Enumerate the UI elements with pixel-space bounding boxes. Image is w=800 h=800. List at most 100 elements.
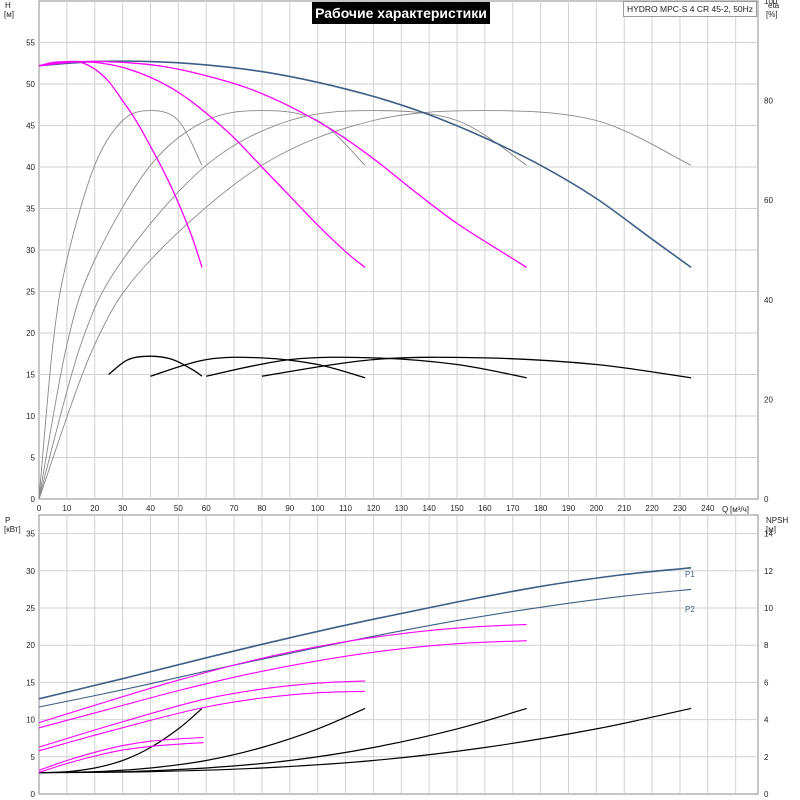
head-panel-y-right-tick: 60 (764, 196, 773, 205)
x-tick: 60 (202, 504, 211, 513)
power-panel-frame (38, 514, 759, 795)
power-axis-unit: [кВт] (4, 525, 21, 534)
power-curve (38, 736, 204, 771)
npsh-axis-unit: [м] (766, 525, 776, 534)
head-curve (38, 60, 203, 268)
power-curve (38, 690, 366, 752)
power-panel-y-left-tick: 5 (31, 753, 36, 762)
x-tick: 200 (590, 504, 604, 513)
head-panel-y-left-tick: 50 (26, 80, 35, 89)
npsh-axis-label: NPSH (766, 516, 788, 525)
head-panel-y-left-tick: 55 (26, 39, 35, 48)
power-curve (38, 742, 204, 773)
npsh-curve (38, 707, 203, 774)
x-tick: 220 (645, 504, 659, 513)
x-tick: 70 (230, 504, 239, 513)
power-panel-y-left-tick: 0 (31, 790, 36, 799)
x-tick: 240 (701, 504, 715, 513)
efficiency-band-curve (150, 356, 366, 379)
flow-axis-label: Q (722, 505, 728, 514)
x-tick: 120 (367, 504, 381, 513)
head-panel-y-left-tick: 25 (26, 288, 35, 297)
x-tick: 10 (62, 504, 71, 513)
efficiency-curve (38, 110, 692, 500)
efficiency-band-curve (261, 356, 692, 379)
power-curve (38, 640, 527, 729)
power-panel-y-right-tick: 10 (764, 604, 773, 613)
p1-power-curve (38, 567, 692, 700)
p2-series-label: P2 (685, 605, 695, 614)
power-axis-label: P (5, 516, 10, 525)
power-panel-y-left-tick: 10 (26, 716, 35, 725)
head-panel-y-left-tick: 30 (26, 246, 35, 255)
head-panel-y-left-tick: 15 (26, 371, 35, 380)
x-tick: 50 (174, 504, 183, 513)
p2-power-curve (38, 588, 692, 708)
power-panel-y-right-tick: 8 (764, 641, 769, 650)
x-tick: 150 (450, 504, 464, 513)
power-panel-y-right-tick: 2 (764, 753, 769, 762)
head-axis-label: H (5, 1, 11, 10)
power-panel-y-left-tick: 30 (26, 567, 35, 576)
x-tick: 90 (285, 504, 294, 513)
x-tick: 190 (562, 504, 576, 513)
power-curve (38, 623, 527, 724)
x-tick: 80 (257, 504, 266, 513)
x-tick: 130 (395, 504, 409, 513)
x-tick: 110 (339, 504, 352, 513)
x-tick: 170 (506, 504, 520, 513)
x-tick: 140 (422, 504, 436, 513)
efficiency-band-curve (108, 355, 203, 377)
head-panel-y-left-tick: 0 (31, 495, 36, 504)
x-tick: 230 (673, 504, 687, 513)
power-panel-y-left-tick: 15 (26, 678, 35, 687)
head-panel-y-left-tick: 10 (26, 412, 35, 421)
eta-axis-label: eta (768, 1, 780, 10)
x-tick: 100 (311, 504, 325, 513)
head-panel-y-right-tick: 80 (764, 97, 773, 106)
head-panel-y-left-tick: 20 (26, 329, 35, 338)
p1-series-label: P1 (685, 570, 695, 579)
eta-axis-unit: [%] (766, 10, 778, 19)
x-tick: 40 (146, 504, 155, 513)
flow-axis-unit: [м³/ч] (730, 505, 749, 514)
head-panel-y-left-tick: 5 (31, 454, 36, 463)
head-panel-y-left-tick: 40 (26, 163, 35, 172)
head-axis-unit: [м] (4, 10, 14, 19)
npsh-curve (38, 707, 692, 774)
power-panel-y-left-tick: 20 (26, 641, 35, 650)
head-panel-y-right-tick: 20 (764, 395, 773, 404)
power-panel-y-left-tick: 35 (26, 530, 35, 539)
x-tick: 210 (618, 504, 632, 513)
power-panel-y-left-tick: 25 (26, 604, 35, 613)
power-panel-y-right-tick: 12 (764, 567, 773, 576)
efficiency-curve (38, 110, 527, 500)
head-panel-y-right-tick: 40 (764, 296, 773, 305)
head-curve (38, 60, 692, 269)
head-curve (38, 60, 528, 268)
curves (38, 60, 692, 774)
power-panel-y-right-tick: 6 (764, 678, 769, 687)
x-tick: 20 (90, 504, 99, 513)
chart-title: Рабочие характеристики (312, 2, 490, 24)
efficiency-band-curve (206, 356, 527, 379)
power-panel-y-right-tick: 0 (764, 790, 769, 799)
x-tick: 0 (37, 504, 42, 513)
npsh-curve (38, 707, 366, 774)
power-curve (38, 680, 366, 748)
head-panel-y-right-tick: 100 (764, 0, 778, 6)
head-curve (38, 60, 366, 268)
x-tick: 180 (534, 504, 548, 513)
power-panel-y-right-tick: 14 (764, 530, 773, 539)
grid (38, 0, 759, 795)
x-tick: 30 (118, 504, 127, 513)
model-label: HYDRO MPC-S 4 CR 45-2, 50Hz (623, 1, 757, 17)
head-panel-y-left-tick: 35 (26, 205, 35, 214)
head-panel-y-left-tick: 45 (26, 122, 35, 131)
head-panel-y-right-tick: 0 (764, 495, 769, 504)
x-tick: 160 (478, 504, 492, 513)
power-panel-y-right-tick: 4 (764, 716, 769, 725)
efficiency-curve (38, 110, 203, 500)
